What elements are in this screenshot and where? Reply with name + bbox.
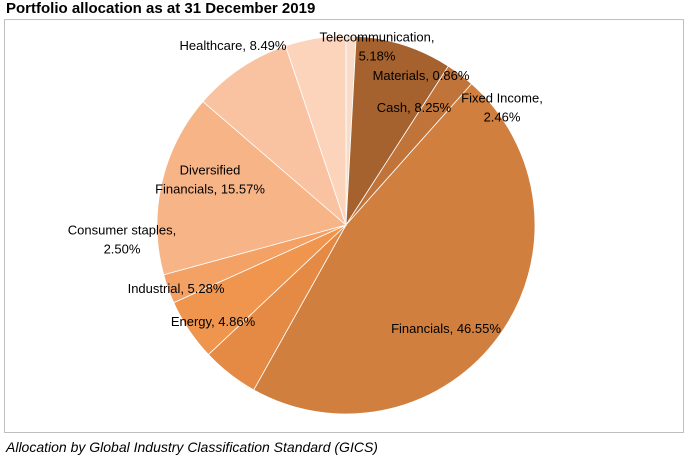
pie-slice-diversified-financials	[156, 100, 347, 276]
pie-chart: Materials, 0.86% Cash, 8.25% Fixed Income,…	[68, 30, 543, 415]
data-label-healthcare: Healthcare, 8.49%	[180, 38, 287, 53]
data-label-diversified-financials: Diversified Financials, 15.57%	[155, 163, 265, 197]
data-label-telecommunication: Telecommunication, 5.18%	[320, 30, 435, 64]
data-label-energy: Energy, 4.86%	[171, 314, 256, 329]
data-label-cash: Cash, 8.25%	[377, 100, 452, 115]
chart-caption: Allocation by Global Industry Classifica…	[6, 439, 378, 455]
data-label-consumer-staples: Consumer staples, 2.50%	[68, 223, 176, 257]
data-label-industrial: Industrial, 5.28%	[128, 281, 225, 296]
chart-area: Materials, 0.86% Cash, 8.25% Fixed Income,…	[4, 19, 684, 433]
pie-slice-financials	[253, 83, 536, 415]
data-label-materials: Materials, 0.86%	[373, 68, 470, 83]
data-label-fixed-income: Fixed Income, 2.46%	[461, 91, 543, 125]
pie-slice-cash	[345, 35, 449, 227]
chart-title: Portfolio allocation as at 31 December 2…	[6, 0, 316, 17]
data-label-financials: Financials, 46.55%	[391, 321, 501, 336]
pie-slice-telecommunication	[285, 35, 347, 226]
pie-slice-healthcare	[202, 45, 347, 227]
